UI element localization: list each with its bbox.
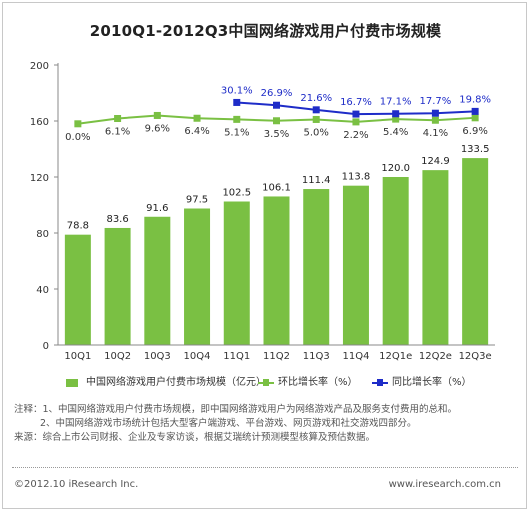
bar: [223, 201, 250, 345]
legend-bar-swatch: [66, 379, 78, 387]
x-tick-label: 10Q1: [64, 351, 91, 362]
bar: [382, 177, 409, 345]
bar: [144, 216, 171, 345]
bar-value-label: 124.9: [421, 156, 450, 167]
chart-legend: 中国网络游戏用户付费市场规模（亿元） 环比增长率（%） 同比增长率（%）: [0, 375, 531, 393]
yoy-marker: [471, 107, 479, 115]
qoq-value-label: 4.1%: [423, 128, 448, 139]
chart-notes: 注释：1、中国网络游戏用户付费市场规模，即中国网络游戏用户为网络游戏产品及服务支…: [14, 403, 514, 445]
bar-value-label: 97.5: [186, 195, 208, 206]
yoy-value-label: 30.1%: [221, 85, 253, 96]
bar: [462, 158, 489, 345]
note-line-2: 2、中国网络游戏市场统计包括大型客户端游戏、平台游戏、网页游戏和社交游戏四部分。: [40, 418, 417, 429]
x-tick-label: 11Q3: [303, 351, 330, 362]
yoy-marker: [392, 110, 400, 118]
qoq-value-label: 0.0%: [65, 132, 90, 143]
qoq-marker: [312, 115, 320, 123]
qoq-marker: [392, 115, 400, 123]
yoy-value-label: 21.6%: [300, 93, 332, 104]
qoq-marker: [471, 114, 479, 122]
bar-value-label: 113.8: [342, 172, 371, 183]
legend-qoq-marker: [263, 379, 269, 386]
bar-value-label: 106.1: [262, 182, 291, 193]
y-tick-label: 80: [36, 229, 49, 240]
yoy-value-label: 17.7%: [420, 96, 452, 107]
qoq-marker: [233, 115, 241, 123]
chart-title: 2010Q1-2012Q3中国网络游戏用户付费市场规模: [89, 22, 442, 40]
x-tick-label: 10Q2: [104, 351, 131, 362]
qoq-value-label: 5.4%: [383, 127, 408, 138]
legend-yoy-marker: [377, 379, 383, 386]
bar-value-label: 133.5: [461, 144, 490, 155]
y-tick-label: 0: [43, 341, 49, 352]
qoq-marker: [193, 114, 201, 122]
bar: [422, 170, 449, 345]
bar-value-label: 91.6: [146, 203, 168, 214]
yoy-marker: [352, 110, 360, 118]
qoq-marker: [273, 117, 280, 125]
x-tick-label: 11Q4: [342, 351, 369, 362]
bar: [303, 189, 330, 345]
yoy-marker: [431, 109, 439, 117]
bar: [64, 234, 91, 345]
x-tick-label: 11Q1: [223, 351, 250, 362]
x-tick-label: 12Q1e: [379, 351, 412, 362]
bar: [342, 185, 369, 345]
yoy-value-label: 16.7%: [340, 97, 372, 108]
yoy-value-label: 26.9%: [261, 88, 293, 99]
qoq-value-label: 2.2%: [343, 130, 368, 141]
bar-value-label: 111.4: [302, 175, 331, 186]
yoy-marker: [312, 106, 320, 114]
qoq-value-label: 6.1%: [105, 127, 130, 138]
x-tick-label: 12Q3e: [459, 351, 492, 362]
qoq-marker: [431, 116, 439, 124]
x-tick-label: 10Q4: [184, 351, 211, 362]
site-url: www.iresearch.com.cn: [388, 479, 501, 490]
legend-yoy-label: 同比增长率（%）: [392, 377, 472, 388]
footer-divider: [12, 467, 518, 468]
bar-value-label: 78.8: [67, 221, 89, 232]
qoq-marker: [153, 111, 161, 119]
bar: [184, 208, 211, 345]
copyright-text: ©2012.10 iResearch Inc.: [14, 479, 139, 490]
qoq-marker: [74, 120, 82, 128]
yoy-marker: [233, 98, 241, 106]
qoq-value-label: 5.0%: [304, 127, 329, 138]
x-tick-label: 10Q3: [144, 351, 171, 362]
yoy-marker: [273, 101, 280, 109]
qoq-marker: [352, 118, 360, 126]
qoq-value-label: 6.9%: [462, 126, 487, 137]
yoy-value-label: 17.1%: [380, 97, 412, 108]
y-tick-label: 40: [36, 285, 49, 296]
y-tick-label: 120: [30, 173, 49, 184]
qoq-value-label: 6.4%: [184, 126, 209, 137]
legend-bar-label: 中国网络游戏用户付费市场规模（亿元）: [86, 377, 266, 388]
y-tick-label: 160: [30, 117, 49, 128]
qoq-value-label: 9.6%: [145, 123, 170, 134]
bar: [104, 227, 131, 345]
chart-plot: 0 40 80 120 160 200 78.8 83.6 91.6 97.5 102.5 106.1…: [30, 61, 495, 362]
bar-value-label: 102.5: [222, 188, 251, 199]
legend-qoq-label: 环比增长率（%）: [278, 377, 358, 388]
yoy-value-label: 19.8%: [459, 94, 491, 105]
note-line-1: 注释：1、中国网络游戏用户付费市场规模，即中国网络游戏用户为网络游戏产品及服务支…: [14, 404, 458, 415]
qoq-marker: [114, 115, 122, 123]
qoq-value-label: 3.5%: [264, 129, 289, 140]
bar-value-label: 83.6: [106, 214, 128, 225]
qoq-value-label: 5.1%: [224, 127, 249, 138]
bar-value-label: 120.0: [381, 163, 410, 174]
y-tick-label: 200: [30, 61, 49, 72]
source-line: 来源：综合上市公司财报、企业及专家访谈，根据艾瑞统计预测模型核算及预估数据。: [14, 432, 376, 443]
bar: [263, 196, 290, 345]
x-tick-label: 12Q2e: [419, 351, 452, 362]
x-tick-label: 11Q2: [263, 351, 290, 362]
